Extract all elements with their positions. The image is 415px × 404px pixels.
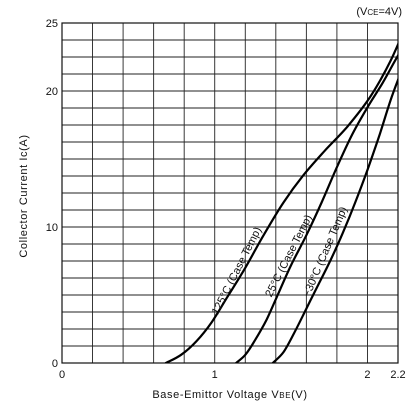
y-tick-label: 20 bbox=[46, 86, 58, 98]
plot-frame bbox=[61, 22, 399, 364]
grid bbox=[62, 23, 398, 363]
x-tick-label: 0 bbox=[59, 369, 65, 381]
curve-minus30c bbox=[271, 76, 398, 363]
x-tick-label: 1 bbox=[212, 369, 218, 381]
x-tick-label: 2 bbox=[364, 369, 370, 381]
series-label: 125°C (Case Temp) bbox=[210, 225, 265, 316]
tick-labels: 0 1 2 2.2 0 10 20 25 bbox=[46, 18, 406, 381]
x-tick-label: 2.2 bbox=[390, 369, 405, 381]
curves bbox=[164, 41, 398, 363]
x-axis-title: Base-Emittor Voltage VBE(V) bbox=[152, 389, 307, 401]
curve-25c bbox=[235, 53, 398, 363]
curve-125c bbox=[164, 41, 398, 363]
test-condition-label: (VCE=4V) bbox=[356, 6, 402, 18]
y-tick-label: 10 bbox=[46, 222, 58, 234]
y-tick-label: 25 bbox=[46, 18, 58, 30]
y-axis-title: Collector Current Ic(A) bbox=[18, 134, 30, 257]
y-tick-label: 0 bbox=[52, 358, 58, 370]
